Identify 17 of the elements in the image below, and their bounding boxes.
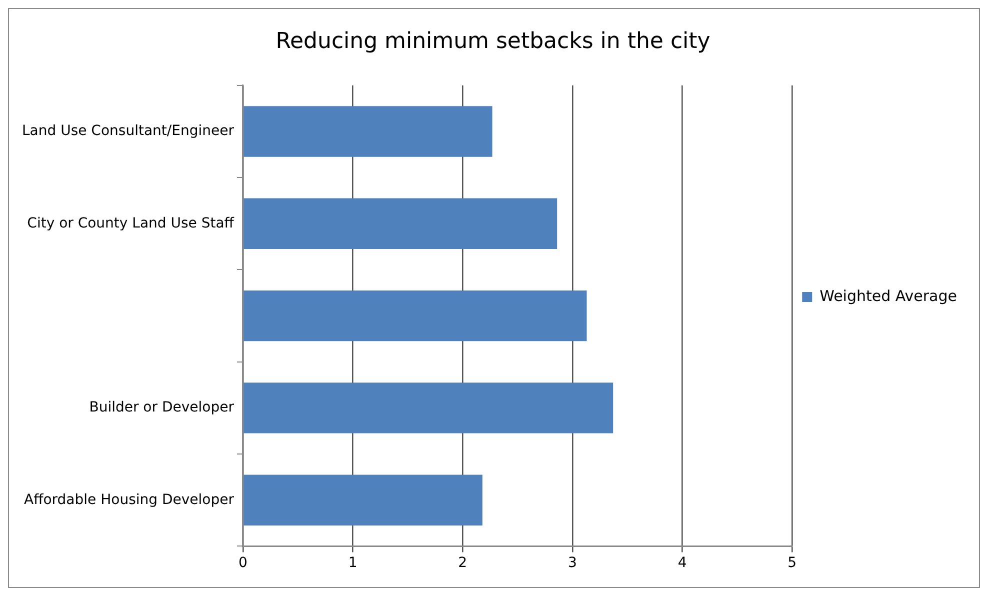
x-tick-label: 0	[238, 555, 248, 572]
bar	[244, 290, 587, 342]
x-tick-label: 4	[678, 555, 687, 572]
y-tick-label: Affordable Housing Developer	[24, 492, 234, 508]
chart-title: Reducing minimum setbacks in the city	[276, 28, 710, 54]
y-tick-label: Builder or Developer	[89, 400, 234, 416]
y-tick-label: City or County Land Use Staff	[27, 215, 234, 232]
bar	[244, 474, 482, 526]
legend-label: Weighted Average	[820, 286, 957, 305]
bar	[244, 382, 614, 434]
x-tick-label: 2	[458, 555, 468, 572]
y-tick-label: Land Use Consultant/Engineer	[22, 123, 234, 140]
x-tick-label: 3	[568, 555, 577, 572]
bar	[244, 106, 492, 157]
x-tick-label: 1	[348, 555, 358, 572]
x-tick-label: 5	[788, 555, 797, 572]
bar	[244, 198, 558, 249]
